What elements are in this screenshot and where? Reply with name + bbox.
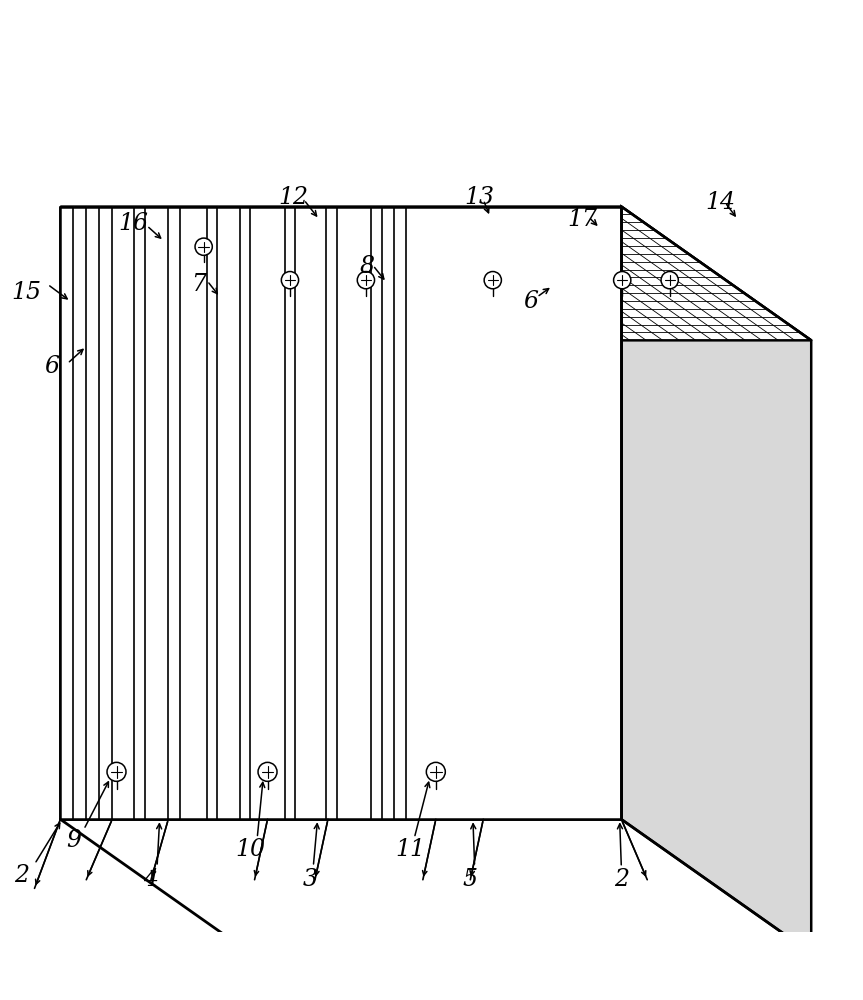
Polygon shape	[621, 207, 811, 953]
Circle shape	[426, 762, 445, 781]
Circle shape	[484, 272, 501, 289]
Text: 3: 3	[303, 868, 318, 891]
Text: 10: 10	[236, 838, 265, 861]
Text: 7: 7	[191, 273, 206, 296]
Text: 5: 5	[463, 868, 478, 891]
Text: 6: 6	[44, 355, 60, 378]
Circle shape	[357, 272, 375, 289]
Polygon shape	[60, 207, 811, 340]
Circle shape	[195, 238, 212, 255]
Text: 16: 16	[119, 212, 148, 235]
Text: 14: 14	[706, 191, 735, 214]
Text: 12: 12	[279, 186, 308, 209]
Text: 6: 6	[523, 290, 539, 313]
Text: 2: 2	[14, 864, 29, 887]
Text: 8: 8	[359, 255, 375, 278]
Circle shape	[281, 272, 299, 289]
Polygon shape	[60, 207, 621, 819]
Text: 4: 4	[143, 868, 159, 891]
Text: 13: 13	[464, 186, 494, 209]
Text: 15: 15	[11, 281, 41, 304]
Circle shape	[661, 272, 678, 289]
Circle shape	[107, 762, 126, 781]
Circle shape	[614, 272, 631, 289]
Circle shape	[258, 762, 277, 781]
Text: 2: 2	[614, 868, 629, 891]
Text: 17: 17	[568, 208, 597, 231]
Text: 9: 9	[66, 829, 81, 852]
Text: 11: 11	[395, 838, 425, 861]
